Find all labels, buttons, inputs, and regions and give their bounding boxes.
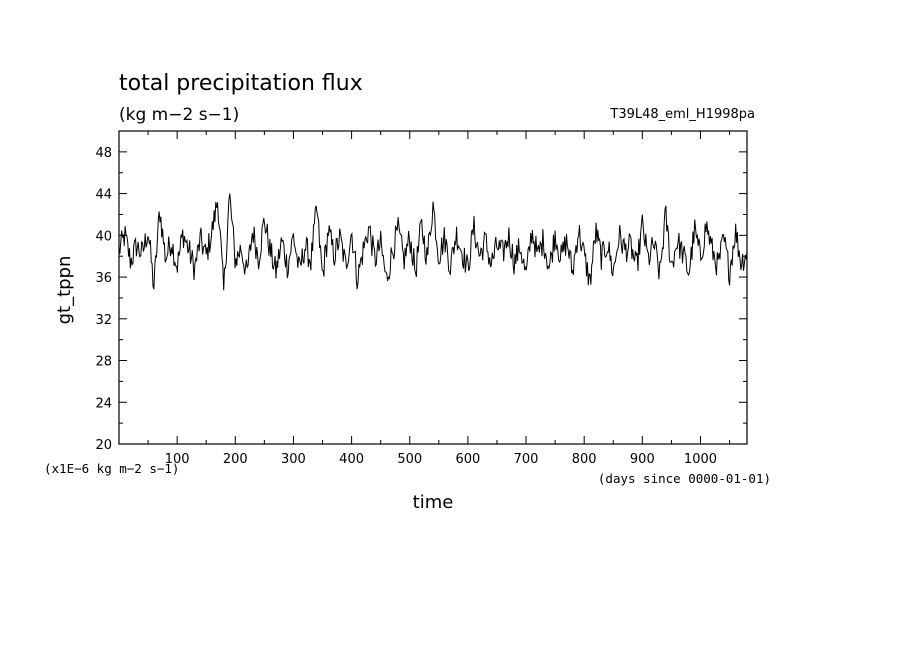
y-unit-note: (x1E−6 kg m−2 s−1) xyxy=(44,461,179,476)
y-tick-label: 32 xyxy=(95,313,112,328)
y-tick-label: 40 xyxy=(95,229,112,244)
x-tick-label: 1000 xyxy=(684,452,717,467)
y-tick-label: 28 xyxy=(95,355,112,370)
chart-subtitle: (kg m−2 s−1) xyxy=(119,105,239,125)
plot-frame xyxy=(118,130,748,445)
x-tick-label: 100 xyxy=(165,452,190,467)
x-axis-label: time xyxy=(413,492,454,513)
y-tick-label: 24 xyxy=(95,396,112,411)
axis-tick-labels: 100 200 300 400 500 600 700 800 900 1000 20 24 28 32 3… xyxy=(95,146,717,467)
y-tick-label: 48 xyxy=(95,146,112,161)
x-tick-label: 600 xyxy=(455,452,480,467)
chart-title: total precipitation flux xyxy=(119,71,363,96)
axis-ticks xyxy=(119,131,747,444)
y-tick-label: 20 xyxy=(95,438,112,453)
x-unit-note: (days since 0000-01-01) xyxy=(598,471,771,486)
x-tick-label: 300 xyxy=(281,452,306,467)
y-tick-label: 36 xyxy=(95,271,112,286)
x-tick-label: 800 xyxy=(572,452,597,467)
x-tick-label: 700 xyxy=(514,452,539,467)
y-tick-label: 44 xyxy=(95,188,112,203)
x-tick-label: 200 xyxy=(223,452,248,467)
y-axis-label: gt_tppn xyxy=(54,256,75,325)
x-tick-label: 900 xyxy=(630,452,655,467)
experiment-label: T39L48_eml_H1998pa xyxy=(609,107,755,122)
series-line xyxy=(118,193,748,291)
x-tick-label: 500 xyxy=(397,452,422,467)
x-tick-label: 400 xyxy=(339,452,364,467)
